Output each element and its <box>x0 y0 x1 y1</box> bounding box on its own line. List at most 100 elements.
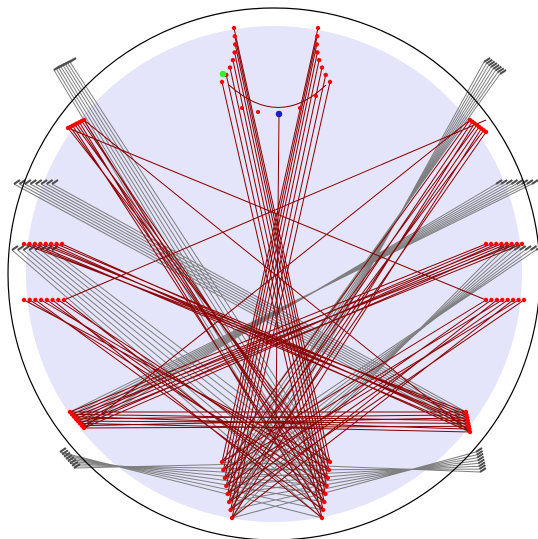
ray-vertex <box>521 297 527 303</box>
ray-vertex <box>509 241 514 247</box>
gray-ray <box>53 69 323 519</box>
ray-vertex <box>489 297 494 303</box>
gray-ray-tip <box>492 64 500 70</box>
gray-ray-tip <box>28 245 36 251</box>
ray-vertex <box>61 297 67 303</box>
gray-ray-tip <box>477 455 485 462</box>
red-ray <box>61 243 470 427</box>
gray-ray <box>40 183 468 419</box>
top-arc-curve <box>228 84 327 108</box>
red-ray <box>83 243 512 429</box>
gray-ray <box>40 249 329 479</box>
red-ray <box>224 299 519 479</box>
red-ray <box>231 128 482 519</box>
red-ray <box>81 417 468 427</box>
arc-vertex <box>298 106 302 110</box>
red-ray <box>77 420 469 424</box>
ray-vertex <box>494 297 500 303</box>
ray-vertex <box>483 241 489 247</box>
red-ray <box>63 119 487 301</box>
gray-ray-tip <box>526 179 534 185</box>
red-ray <box>72 125 324 511</box>
ray-vertex <box>21 297 27 303</box>
ray-vertex <box>38 241 43 247</box>
gray-ray-tip <box>499 69 507 75</box>
ray-vertex <box>324 483 329 489</box>
gray-ray <box>67 62 330 471</box>
red-ray <box>222 124 478 471</box>
ray-vertex <box>500 297 505 303</box>
gray-ray-tip <box>35 179 43 185</box>
gray-ray <box>35 183 468 422</box>
ray-vertex <box>54 241 59 247</box>
gray-ray-tip <box>17 245 25 251</box>
ray-vertex <box>315 25 321 31</box>
ray-vertex <box>231 25 237 31</box>
red-ray <box>83 425 469 429</box>
red-ray <box>75 243 492 420</box>
gray-ray-tip <box>530 245 538 251</box>
red-ray <box>221 27 319 463</box>
gray-ray-tip <box>13 179 21 185</box>
red-ray <box>79 243 523 424</box>
ray-vertex <box>314 42 319 47</box>
gray-ray <box>223 468 480 471</box>
gray-ray-tip <box>478 464 486 470</box>
ray-vertex <box>219 459 225 465</box>
gray-ray-tip <box>24 179 32 185</box>
ray-vertex <box>59 241 65 247</box>
red-ray <box>228 299 525 503</box>
ray-vertex <box>320 507 326 513</box>
red-ray <box>226 299 492 487</box>
red-ray <box>221 119 471 463</box>
red-ray <box>29 299 327 487</box>
arc-vertex <box>256 110 260 114</box>
ray-vertex <box>325 475 330 481</box>
gray-ray-tip <box>61 449 69 456</box>
gray-ray-tip <box>51 179 59 185</box>
red-ray <box>71 243 502 415</box>
gray-ray-tip <box>519 245 527 251</box>
ray-vertex <box>488 241 494 247</box>
arc-vertex <box>314 94 318 98</box>
gray-ray-tip <box>505 179 513 185</box>
red-ray <box>275 113 280 421</box>
gray-ray <box>17 249 324 511</box>
ray-vertex <box>27 241 32 247</box>
red-ray <box>224 44 318 479</box>
red-ray <box>69 243 487 413</box>
ray-vertex <box>48 241 54 247</box>
highlight-point <box>219 70 227 78</box>
gray-ray-tip <box>22 245 30 251</box>
ray-vertex <box>43 241 48 247</box>
gray-ray <box>223 249 531 471</box>
gray-ray <box>221 461 481 473</box>
red-ray <box>224 130 485 479</box>
ray-vertex <box>222 475 228 481</box>
ray-vertex <box>519 241 525 247</box>
ray-vertex <box>50 297 55 303</box>
gray-ray-tip <box>65 454 73 460</box>
ray-vertex <box>81 117 87 123</box>
red-ray <box>73 243 518 418</box>
ray-vertex <box>44 297 50 303</box>
gray-ray-tip <box>500 179 508 185</box>
ray-vertex <box>33 297 38 303</box>
ray-vertex <box>322 499 327 505</box>
red-ray <box>221 299 487 463</box>
gray-ray <box>62 65 328 487</box>
gray-ray <box>230 454 477 511</box>
origin-point <box>275 110 283 118</box>
outer-boundary-circle <box>7 7 538 539</box>
ray-vertex <box>225 491 230 497</box>
red-ray <box>228 67 323 503</box>
gray-ray-tip <box>71 460 79 467</box>
gray-ray <box>45 249 330 471</box>
ray-vertex <box>327 459 333 465</box>
gray-ray-tip <box>521 179 529 185</box>
ray-vertex <box>228 507 233 513</box>
red-rays <box>23 27 525 519</box>
gray-ray-tip <box>488 60 496 67</box>
gray-ray-tip <box>29 179 37 185</box>
red-ray <box>225 74 324 511</box>
